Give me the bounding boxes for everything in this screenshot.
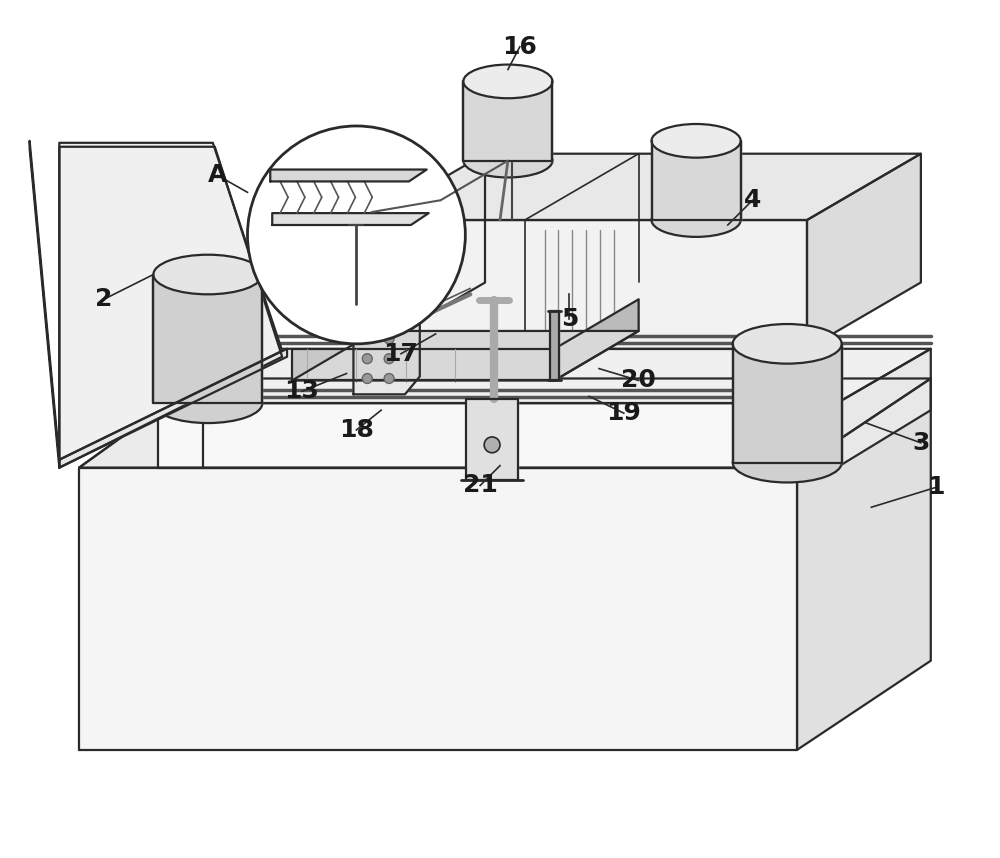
- Polygon shape: [733, 344, 842, 462]
- Polygon shape: [371, 220, 807, 349]
- Ellipse shape: [652, 124, 741, 158]
- Polygon shape: [270, 170, 427, 181]
- Circle shape: [384, 334, 394, 344]
- Text: 21: 21: [463, 474, 498, 498]
- Ellipse shape: [733, 443, 842, 482]
- Text: 4: 4: [744, 188, 761, 212]
- Polygon shape: [272, 213, 429, 225]
- Circle shape: [362, 353, 372, 364]
- Text: 5: 5: [561, 307, 578, 331]
- Text: 16: 16: [502, 35, 537, 58]
- Polygon shape: [466, 399, 518, 480]
- Polygon shape: [353, 305, 420, 395]
- Circle shape: [362, 334, 372, 344]
- Polygon shape: [371, 154, 921, 220]
- Ellipse shape: [463, 144, 552, 178]
- Ellipse shape: [463, 64, 552, 99]
- Polygon shape: [550, 311, 559, 380]
- Circle shape: [247, 126, 465, 344]
- Ellipse shape: [153, 384, 262, 423]
- Polygon shape: [59, 147, 282, 468]
- Polygon shape: [837, 349, 931, 468]
- Text: 13: 13: [285, 379, 319, 403]
- Polygon shape: [797, 378, 931, 750]
- Circle shape: [384, 353, 394, 364]
- Ellipse shape: [652, 203, 741, 237]
- Text: 19: 19: [606, 402, 641, 426]
- Text: 17: 17: [384, 341, 418, 366]
- Polygon shape: [463, 82, 552, 160]
- Text: 18: 18: [339, 418, 374, 442]
- Polygon shape: [79, 468, 797, 750]
- Text: 1: 1: [927, 475, 944, 499]
- Text: 20: 20: [621, 368, 656, 392]
- Ellipse shape: [153, 255, 262, 294]
- Polygon shape: [153, 275, 262, 403]
- Polygon shape: [79, 378, 931, 468]
- Polygon shape: [158, 349, 931, 403]
- Polygon shape: [158, 403, 837, 468]
- Polygon shape: [292, 331, 639, 380]
- Text: 3: 3: [912, 431, 930, 455]
- Polygon shape: [30, 141, 59, 468]
- Ellipse shape: [733, 324, 842, 364]
- Polygon shape: [652, 141, 741, 220]
- Polygon shape: [807, 154, 921, 349]
- Text: A: A: [208, 164, 227, 188]
- Text: 2: 2: [95, 287, 113, 311]
- Polygon shape: [292, 349, 554, 380]
- Circle shape: [484, 437, 500, 453]
- Polygon shape: [59, 349, 287, 468]
- Polygon shape: [554, 299, 639, 380]
- Polygon shape: [59, 142, 282, 460]
- Circle shape: [362, 373, 372, 384]
- Circle shape: [384, 373, 394, 384]
